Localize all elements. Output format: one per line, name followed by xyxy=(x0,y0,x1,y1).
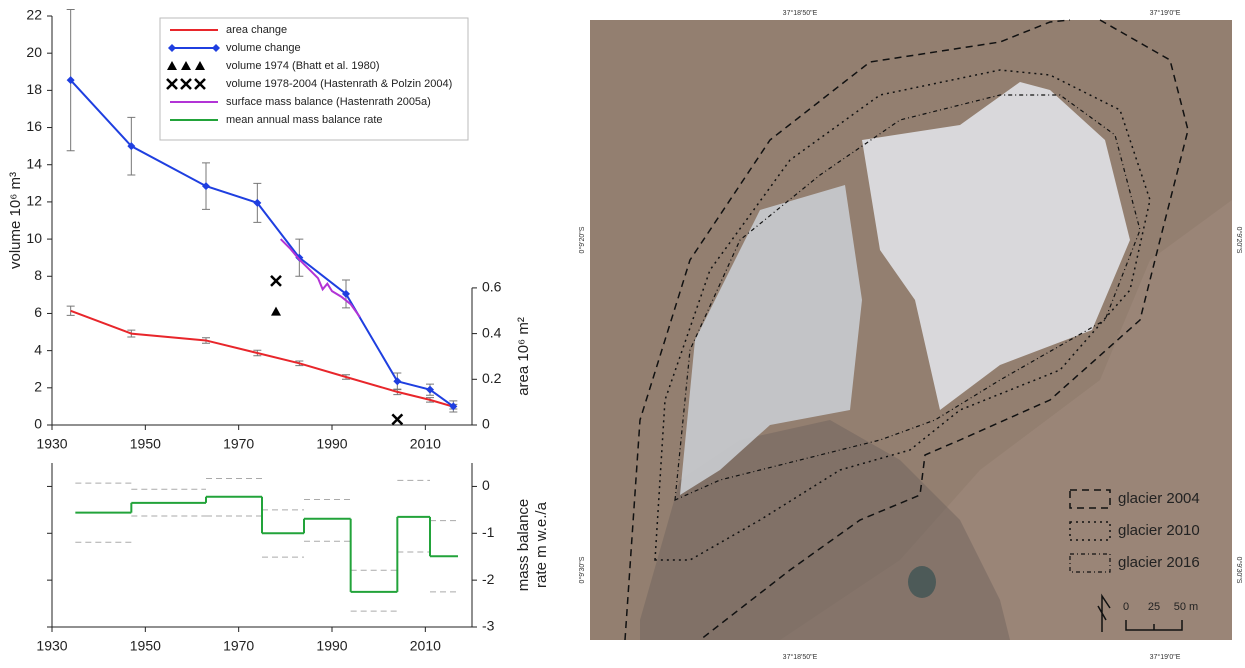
y-tick-label: 0 xyxy=(482,477,490,493)
north-arrow xyxy=(1097,593,1111,632)
marker xyxy=(342,289,350,298)
y-tick-label: 4 xyxy=(34,341,42,357)
y-tick-label: -3 xyxy=(482,618,495,634)
marker xyxy=(271,306,281,316)
legend-label: volume 1974 (Bhatt et al. 1980) xyxy=(226,60,379,72)
y-axis-label: mass balance xyxy=(515,499,532,592)
x-tick-label: 2010 xyxy=(410,436,441,452)
legend-label: glacier 2010 xyxy=(1118,522,1200,539)
marker xyxy=(168,44,176,52)
x-tick-label: 2010 xyxy=(410,638,441,654)
lat-label: 0°9'30"S xyxy=(578,556,586,583)
y-tick-label: 22 xyxy=(26,7,42,23)
y-tick-label: 14 xyxy=(26,155,42,171)
error-bar xyxy=(66,305,75,316)
series-line xyxy=(279,238,361,318)
legend-swatch xyxy=(1069,553,1111,573)
legend-label: glacier 2016 xyxy=(1118,554,1200,571)
y2-tick-label: 0.4 xyxy=(482,324,502,340)
x-tick-label: 1970 xyxy=(223,638,254,654)
y-tick-label: 20 xyxy=(26,44,42,60)
legend-swatch xyxy=(1069,489,1111,509)
y-tick-label: 16 xyxy=(26,118,42,134)
y-tick-label: 8 xyxy=(34,267,42,283)
map: glacier 2004 glacier 2010 glacier 2016 0… xyxy=(578,9,1243,661)
legend-label: glacier 2004 xyxy=(1118,490,1200,507)
scale-label: 50 m xyxy=(1174,601,1198,613)
outline-2016 xyxy=(674,94,1141,501)
legend-label: volume 1978-2004 (Hastenrath & Polzin 20… xyxy=(226,78,452,90)
y-axis-label: rate m w.e./a xyxy=(533,501,550,588)
x-tick-label: 1990 xyxy=(316,436,347,452)
outline-2004 xyxy=(624,19,1189,641)
legend-label: area change xyxy=(226,24,287,36)
x-tick-label: 1930 xyxy=(36,638,67,654)
lat-label: 0°9'30"S xyxy=(1235,557,1243,584)
scale-label: 25 xyxy=(1148,601,1160,613)
legend-label: mean annual mass balance rate xyxy=(226,114,383,126)
marker xyxy=(212,44,220,52)
y2-axis-label: area 10⁶ m² xyxy=(515,317,532,396)
y-tick-label: 12 xyxy=(26,193,42,209)
marker xyxy=(195,61,205,70)
y-axis-label: volume 10⁶ m³ xyxy=(7,172,24,269)
marker xyxy=(66,76,75,85)
lon-label: 37°19'0"E xyxy=(1150,9,1181,17)
marker xyxy=(167,61,177,70)
glacier-east xyxy=(862,82,1130,410)
x-tick-label: 1950 xyxy=(130,436,161,452)
marker xyxy=(202,182,210,191)
lon-label: 37°18'50"E xyxy=(783,9,818,17)
legend-swatch xyxy=(1069,521,1111,541)
legend: area change volume change volume 1974 (Bha… xyxy=(159,17,469,141)
y-tick-label: -1 xyxy=(482,524,495,540)
marker xyxy=(391,413,404,426)
marker xyxy=(449,402,458,411)
lon-label: 37°18'50"E xyxy=(783,653,818,661)
scale-bar xyxy=(1125,620,1183,631)
lat-label: 0°9'20"S xyxy=(578,226,586,253)
y-tick-label: 18 xyxy=(26,81,42,97)
y2-tick-label: 0.6 xyxy=(482,279,502,295)
y2-tick-label: 0 xyxy=(482,416,490,432)
marker xyxy=(270,275,282,287)
glacier-west xyxy=(680,185,862,495)
marker xyxy=(166,78,178,90)
x-tick-label: 1930 xyxy=(36,436,67,452)
marker xyxy=(180,78,192,90)
scale-label: 0 xyxy=(1123,601,1129,613)
y-tick-label: 0 xyxy=(34,416,42,432)
y-tick-label: 6 xyxy=(34,304,42,320)
x-tick-label: 1990 xyxy=(316,638,347,654)
marker xyxy=(253,198,262,207)
marker xyxy=(393,377,402,386)
y2-tick-label: 0.2 xyxy=(482,370,502,386)
y-tick-label: -2 xyxy=(482,571,495,587)
series-line xyxy=(70,309,454,408)
x-tick-label: 1970 xyxy=(223,436,254,452)
y-tick-label: 10 xyxy=(26,230,42,246)
marker xyxy=(127,142,136,151)
marker xyxy=(426,385,434,394)
lake xyxy=(908,566,936,598)
x-tick-label: 1950 xyxy=(130,638,161,654)
y-tick-label: 2 xyxy=(34,379,42,395)
marker xyxy=(194,78,206,90)
marker xyxy=(181,61,191,70)
legend-label: surface mass balance (Hastenrath 2005a) xyxy=(226,96,431,108)
lon-label: 37°19'0"E xyxy=(1150,653,1181,661)
legend-label: volume change xyxy=(226,42,301,54)
lat-label: 0°9'20"S xyxy=(1235,227,1243,254)
